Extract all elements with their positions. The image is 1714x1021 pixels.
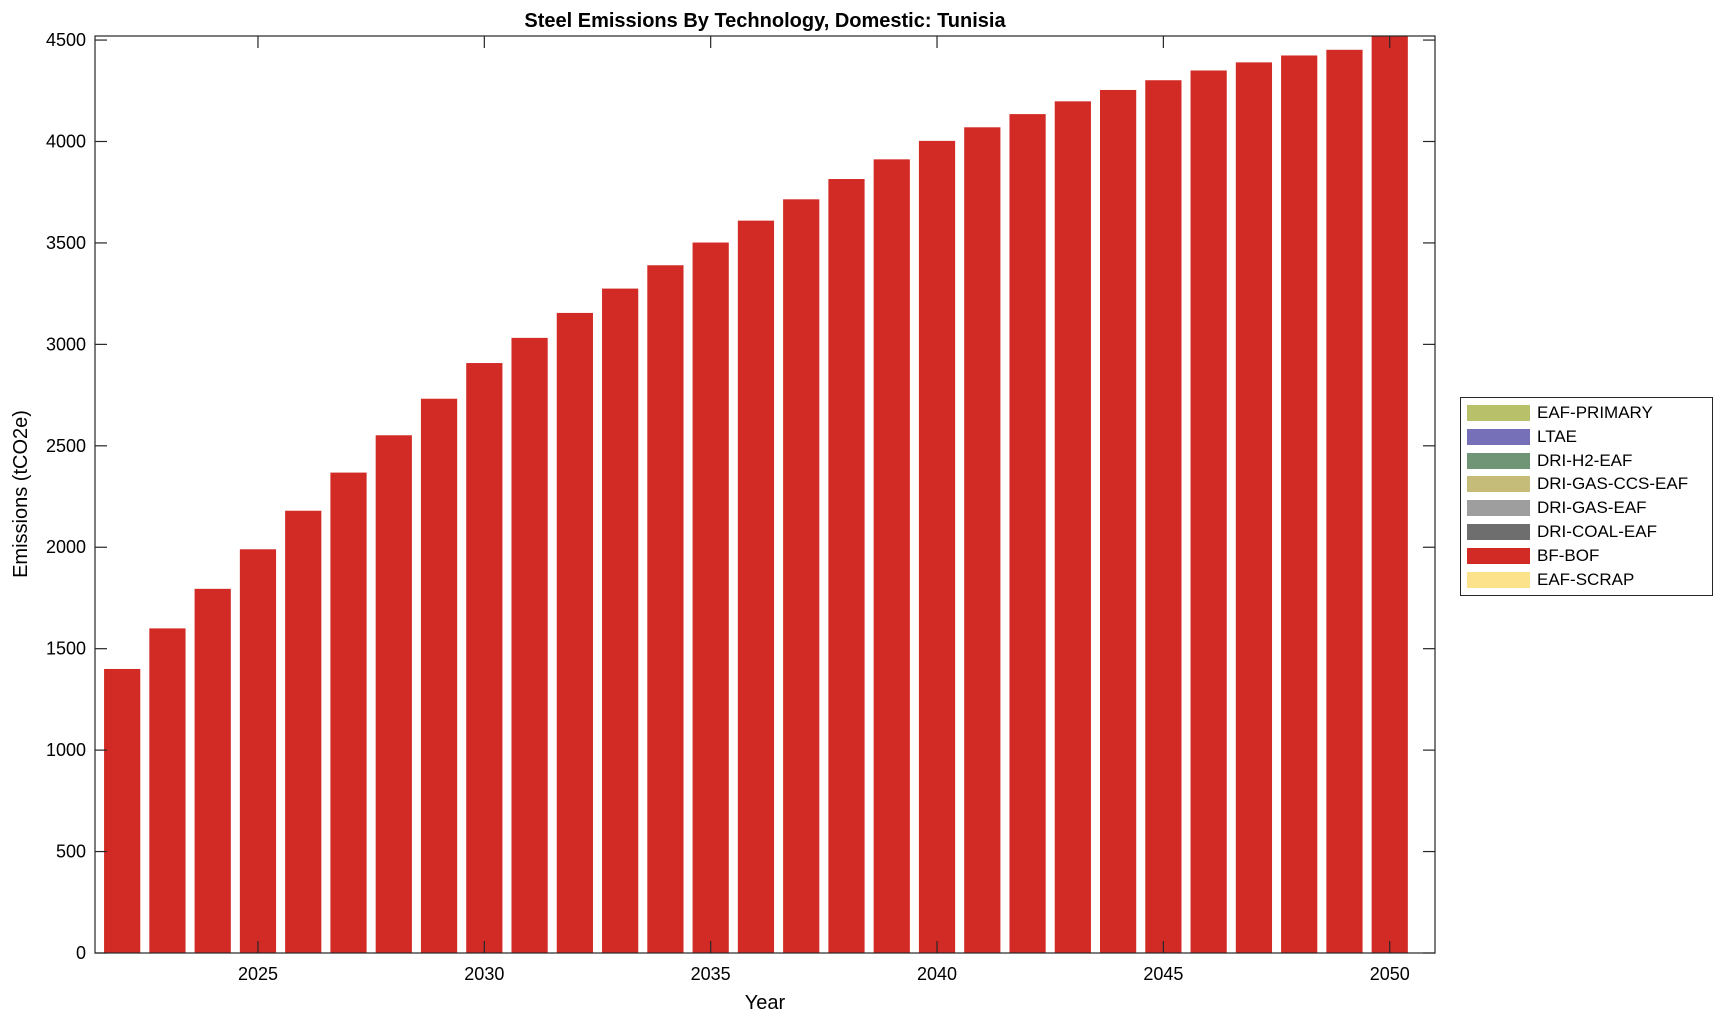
bar-bf-bof-2032 — [556, 312, 593, 953]
legend-label: EAF-SCRAP — [1537, 569, 1635, 589]
x-tick-label: 2040 — [917, 964, 957, 984]
legend-item-dri-gas-ccs-eaf: DRI-GAS-CCS-EAF — [1467, 474, 1688, 494]
legend-swatch — [1467, 428, 1530, 445]
y-tick-label: 4500 — [46, 30, 86, 50]
legend-item-ltae: LTAE — [1467, 427, 1577, 447]
legend-item-dri-h2-eaf: DRI-H2-EAF — [1467, 451, 1632, 471]
y-tick-label: 1000 — [46, 740, 86, 760]
bar-bf-bof-2046 — [1190, 70, 1227, 953]
x-tick-label: 2025 — [238, 964, 278, 984]
legend-label: BF-BOF — [1537, 545, 1600, 565]
legend-swatch — [1467, 524, 1530, 540]
bar-bf-bof-2043 — [1054, 101, 1091, 953]
bar-bf-bof-2038 — [828, 179, 865, 953]
bar-bf-bof-2047 — [1235, 62, 1273, 953]
bar-bf-bof-2027 — [330, 472, 367, 953]
bar-bf-bof-2034 — [647, 265, 684, 953]
bar-bf-bof-2030 — [466, 363, 503, 954]
legend-item-eaf-primary: EAF-PRIMARY — [1467, 403, 1653, 423]
y-tick-label: 3500 — [46, 233, 86, 253]
bar-bf-bof-2037 — [783, 199, 820, 954]
bar-bf-bof-2040 — [918, 140, 956, 953]
legend-item-dri-gas-eaf: DRI-GAS-EAF — [1467, 498, 1647, 518]
legend-swatch — [1467, 405, 1530, 421]
bar-bf-bof-2033 — [602, 288, 639, 953]
x-tick-label: 2035 — [691, 964, 731, 984]
y-tick-label: 4000 — [46, 131, 86, 151]
bar-bf-bof-2039 — [873, 159, 910, 953]
legend-label: DRI-COAL-EAF — [1537, 522, 1657, 541]
legend-swatch — [1467, 547, 1530, 564]
bar-bf-bof-2031 — [511, 337, 548, 953]
y-axis-label: Emissions (tCO2e) — [10, 410, 32, 578]
plot-area-frame — [94, 35, 1436, 954]
legend-item-dri-coal-eaf: DRI-COAL-EAF — [1467, 522, 1657, 542]
y-tick-label: 2500 — [46, 436, 86, 456]
bars-group — [104, 36, 1408, 954]
ticks-group: 2025 2030 2035 2040 2045 2050 0 500 1000 1500 2000… — [46, 30, 1435, 984]
y-tick-label: 2000 — [46, 537, 86, 557]
legend-label: LTAE — [1537, 426, 1577, 446]
legend-swatch — [1467, 452, 1530, 469]
bar-bf-bof-2029 — [420, 398, 458, 953]
legend-swatch — [1467, 500, 1530, 517]
bar-bf-bof-2025 — [239, 549, 277, 953]
legend-swatch — [1467, 476, 1530, 493]
x-tick-label: 2050 — [1370, 964, 1410, 984]
bar-bf-bof-2022 — [104, 668, 141, 953]
bar-bf-bof-2048 — [1281, 55, 1318, 954]
x-tick-label: 2045 — [1143, 964, 1183, 984]
x-axis-label: Year — [745, 992, 786, 1014]
y-tick-label: 0 — [76, 943, 86, 963]
x-tick-label: 2030 — [464, 964, 504, 984]
bar-bf-bof-2024 — [194, 588, 231, 953]
legend-label: DRI-GAS-CCS-EAF — [1537, 474, 1689, 494]
legend-label: DRI-H2-EAF — [1537, 450, 1633, 470]
bar-bf-bof-2045 — [1145, 80, 1182, 953]
legend: EAF-PRIMARY LTAE DRI-H2-EAF DRI-GAS-CCS-EAF… — [1460, 397, 1713, 596]
bar-bf-bof-2049 — [1326, 49, 1363, 953]
bar-bf-bof-2035 — [692, 242, 729, 953]
legend-swatch — [1467, 571, 1530, 588]
legend-item-eaf-scrap: EAF-SCRAP — [1467, 570, 1634, 590]
bar-bf-bof-2036 — [737, 220, 775, 954]
chart-title: Steel Emissions By Technology, Domestic:… — [524, 10, 1006, 32]
bar-bf-bof-2026 — [285, 510, 322, 953]
bar-bf-bof-2050 — [1371, 36, 1408, 953]
legend-label: EAF-PRIMARY — [1537, 403, 1653, 422]
y-tick-label: 500 — [56, 842, 86, 862]
bar-bf-bof-2023 — [149, 628, 186, 953]
y-tick-label: 1500 — [46, 639, 86, 659]
bar-bf-bof-2044 — [1100, 89, 1137, 954]
bar-bf-bof-2041 — [964, 127, 1001, 953]
y-tick-label: 3000 — [46, 334, 86, 354]
legend-item-bf-bof: BF-BOF — [1467, 546, 1599, 566]
legend-label: DRI-GAS-EAF — [1537, 498, 1647, 518]
bar-bf-bof-2028 — [375, 435, 412, 954]
bar-bf-bof-2042 — [1009, 114, 1046, 953]
